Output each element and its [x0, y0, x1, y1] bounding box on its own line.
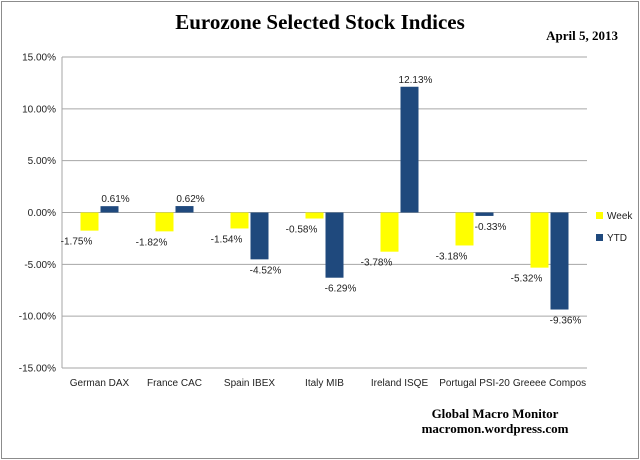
data-label: -0.58% — [286, 225, 318, 236]
y-tick-label: 15.00% — [22, 53, 56, 64]
chart-date: April 5, 2013 — [546, 28, 618, 43]
bar-week — [380, 212, 399, 252]
bar-week — [230, 212, 249, 229]
data-label: -1.75% — [61, 237, 93, 248]
legend-swatch — [596, 234, 603, 241]
y-tick-label: -10.00% — [19, 312, 56, 323]
legend-label: Week — [607, 211, 633, 222]
bar-week — [455, 212, 474, 246]
y-tick-label: 5.00% — [28, 156, 56, 167]
data-label: -3.78% — [361, 258, 393, 269]
bar-week — [155, 212, 174, 232]
bar-ytd — [400, 86, 419, 213]
credit-line-1: Global Macro Monitor — [431, 406, 559, 421]
x-tick-label: Italy MIB — [305, 378, 344, 389]
legend-swatch — [596, 212, 603, 219]
bar-ytd — [100, 206, 119, 213]
bar-ytd — [325, 212, 344, 278]
x-tick-label: Greeee Compos — [513, 378, 586, 389]
data-label: -1.54% — [211, 234, 243, 245]
x-tick-label: Ireland ISQE — [371, 378, 429, 389]
y-tick-label: -5.00% — [24, 260, 56, 271]
x-tick-label: German DAX — [70, 378, 130, 389]
chart-title: Eurozone Selected Stock Indices — [175, 10, 465, 34]
data-label: 0.61% — [101, 194, 129, 205]
bar-week — [530, 212, 549, 268]
bar-ytd — [250, 212, 269, 260]
x-tick-label: Spain IBEX — [224, 378, 275, 389]
data-label: -0.33% — [475, 222, 507, 233]
data-label: -5.32% — [511, 274, 543, 285]
data-label: -4.52% — [250, 265, 282, 276]
y-tick-label: 0.00% — [28, 208, 56, 219]
data-label: -6.29% — [325, 284, 357, 295]
data-label: 0.62% — [176, 194, 204, 205]
x-tick-label: France CAC — [147, 378, 202, 389]
y-tick-label: 10.00% — [22, 104, 56, 115]
x-tick-label: Portugal PSI-20 — [439, 378, 510, 389]
legend-label: YTD — [607, 233, 627, 244]
data-label: 12.13% — [399, 75, 433, 86]
y-tick-label: -15.00% — [19, 364, 56, 375]
bar-ytd — [550, 212, 569, 310]
data-label: -3.18% — [436, 251, 468, 262]
data-label: -9.36% — [550, 316, 582, 327]
bar-week — [305, 212, 324, 219]
bar-ytd — [475, 212, 494, 216]
credit-line-2: macromon.wordpress.com — [421, 421, 569, 436]
bar-week — [80, 212, 99, 231]
bar-ytd — [175, 206, 194, 213]
data-label: -1.82% — [136, 237, 168, 248]
